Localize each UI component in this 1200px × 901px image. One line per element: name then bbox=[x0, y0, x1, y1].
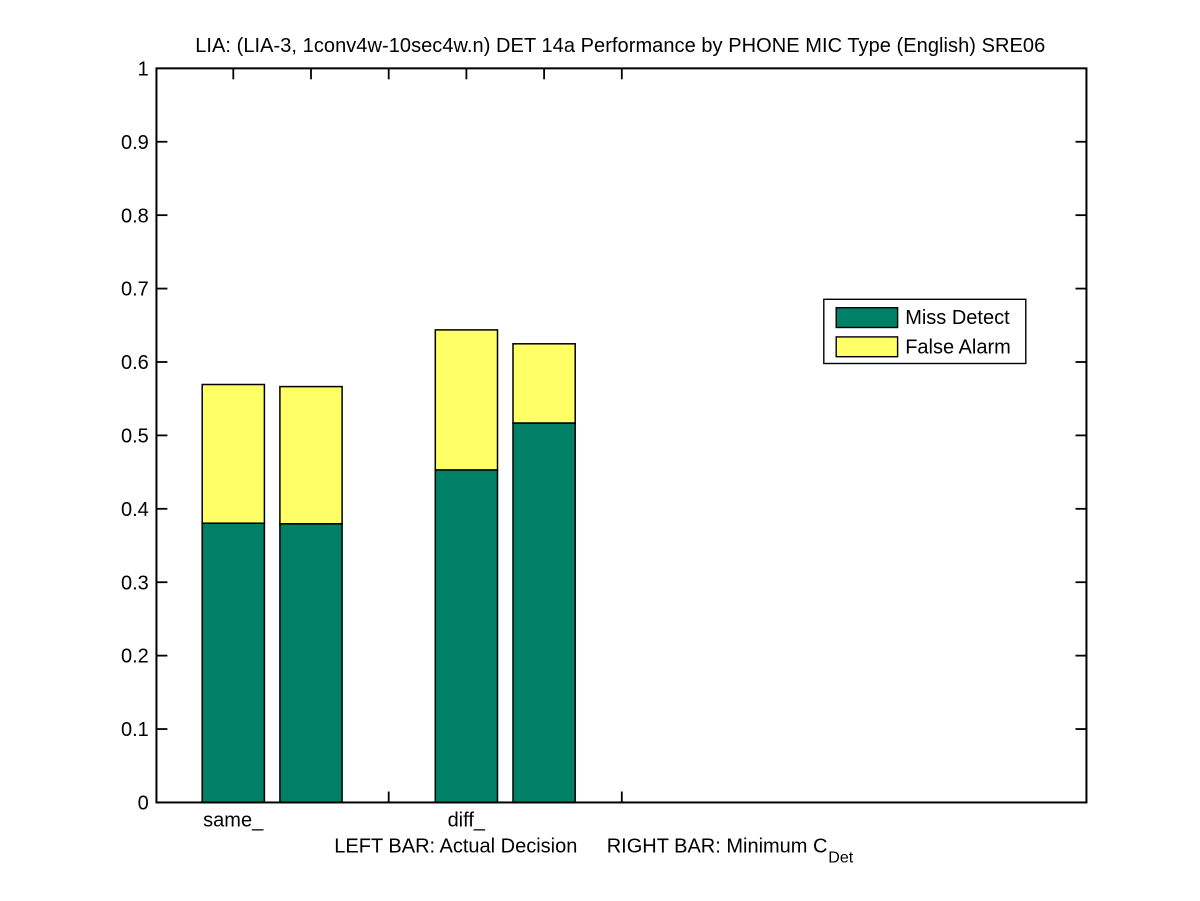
svg-text:0.7: 0.7 bbox=[121, 279, 149, 301]
svg-text:LIA: (LIA-3, 1conv4w-10sec4w.n: LIA: (LIA-3, 1conv4w-10sec4w.n) DET 14a … bbox=[195, 35, 1045, 57]
svg-text:Det: Det bbox=[828, 850, 853, 867]
svg-text:LEFT BAR: Actual Decision: LEFT BAR: Actual Decision bbox=[334, 836, 577, 858]
svg-text:Miss Detect: Miss Detect bbox=[905, 307, 1010, 329]
svg-text:0.8: 0.8 bbox=[121, 205, 149, 227]
svg-text:diff_: diff_ bbox=[448, 810, 486, 832]
svg-text:False Alarm: False Alarm bbox=[905, 336, 1011, 358]
svg-text:0.9: 0.9 bbox=[121, 132, 149, 154]
svg-text:same_: same_ bbox=[203, 810, 264, 832]
svg-text:0.5: 0.5 bbox=[121, 426, 149, 448]
svg-text:0.4: 0.4 bbox=[121, 499, 149, 521]
svg-text:0.6: 0.6 bbox=[121, 352, 149, 374]
svg-text:0.3: 0.3 bbox=[121, 572, 149, 594]
svg-text:0.2: 0.2 bbox=[121, 646, 149, 668]
svg-text:RIGHT BAR: Minimum C: RIGHT BAR: Minimum C bbox=[607, 836, 828, 858]
svg-text:0: 0 bbox=[138, 793, 149, 815]
svg-text:1: 1 bbox=[138, 58, 149, 80]
svg-text:0.1: 0.1 bbox=[121, 719, 149, 741]
